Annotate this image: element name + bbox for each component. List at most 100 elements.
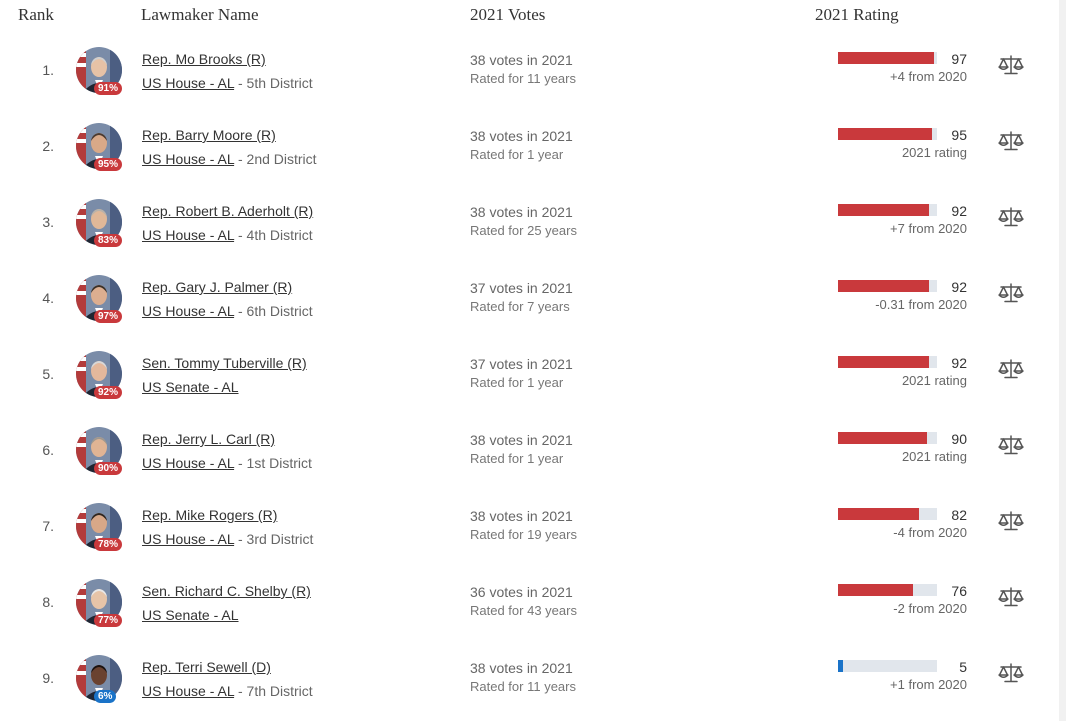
lawmaker-name-link[interactable]: Rep. Robert B. Aderholt (R) [142, 203, 314, 219]
rating-bar [838, 584, 937, 596]
lawmaker-name-link[interactable]: Rep. Terri Sewell (D) [142, 659, 271, 675]
rating-bar-fill [838, 432, 927, 444]
chamber-link[interactable]: US Senate - AL [142, 379, 239, 395]
score-badge: 92% [94, 386, 123, 399]
score-badge: 91% [94, 82, 123, 95]
chamber-link[interactable]: US House - AL [142, 75, 235, 91]
rating-score: 5 [959, 659, 967, 675]
district-text: - 2nd District [234, 151, 317, 167]
rating-bar [838, 660, 937, 672]
lawmaker-name-link[interactable]: Rep. Gary J. Palmer (R) [142, 279, 293, 295]
score-badge: 78% [94, 538, 123, 551]
rated-years: Rated for 25 years [470, 223, 577, 238]
chamber-link[interactable]: US House - AL [142, 303, 235, 319]
office-line: US House - AL - 1st District [142, 455, 312, 471]
rating-bar-fill [838, 356, 929, 368]
rating-change: +4 from 2020 [890, 69, 967, 84]
rating-score: 92 [951, 355, 967, 371]
compare-scale-icon[interactable] [998, 206, 1024, 228]
lawmaker-name-link[interactable]: Rep. Barry Moore (R) [142, 127, 276, 143]
rating-bar [838, 128, 937, 140]
score-badge: 97% [94, 310, 123, 323]
rating-score: 95 [951, 127, 967, 143]
chamber-link[interactable]: US House - AL [142, 531, 235, 547]
score-badge: 90% [94, 462, 123, 475]
district-text: - 7th District [234, 683, 313, 699]
chamber-link[interactable]: US House - AL [142, 227, 235, 243]
chamber-link[interactable]: US House - AL [142, 455, 235, 471]
lawmaker-name-link[interactable]: Rep. Mo Brooks (R) [142, 51, 266, 67]
rating-score: 92 [951, 203, 967, 219]
column-header-votes: 2021 Votes [470, 5, 546, 24]
rating-bar [838, 280, 937, 292]
rating-bar-fill [838, 584, 913, 596]
rank-number: 4. [42, 290, 54, 306]
compare-scale-icon[interactable] [998, 434, 1024, 456]
votes-count: 37 votes in 2021 [470, 280, 573, 296]
lawmaker-name-link[interactable]: Rep. Jerry L. Carl (R) [142, 431, 276, 447]
rating-score: 76 [951, 583, 967, 599]
rating-change: +7 from 2020 [890, 221, 967, 236]
office-line: US House - AL - 4th District [142, 227, 313, 243]
portrait-icon [76, 351, 122, 397]
compare-scale-icon[interactable] [998, 662, 1024, 684]
rating-bar-fill [838, 660, 843, 672]
office-line: US House - AL - 6th District [142, 303, 313, 319]
rating-change: -4 from 2020 [893, 525, 967, 540]
votes-count: 38 votes in 2021 [470, 660, 573, 676]
compare-scale-icon[interactable] [998, 586, 1024, 608]
rating-bar [838, 52, 937, 64]
column-header-name: Lawmaker Name [141, 5, 259, 24]
score-badge: 77% [94, 614, 123, 627]
score-badge: 95% [94, 158, 123, 171]
office-line: US House - AL - 7th District [142, 683, 313, 699]
score-badge: 6% [94, 690, 117, 703]
rank-number: 5. [42, 366, 54, 382]
votes-count: 36 votes in 2021 [470, 584, 573, 600]
rated-years: Rated for 1 year [470, 375, 564, 390]
rating-change: -0.31 from 2020 [875, 297, 967, 312]
column-header-rank: Rank [18, 5, 54, 24]
rated-years: Rated for 1 year [470, 147, 564, 162]
rating-bar [838, 432, 937, 444]
rating-change: +1 from 2020 [890, 677, 967, 692]
rating-change: 2021 rating [901, 145, 967, 160]
compare-scale-icon[interactable] [998, 54, 1024, 76]
votes-count: 37 votes in 2021 [470, 356, 573, 372]
rating-score: 97 [951, 51, 967, 67]
chamber-link[interactable]: US House - AL [142, 683, 235, 699]
rating-score: 82 [951, 507, 967, 523]
rating-bar-fill [838, 508, 919, 520]
office-line: US Senate - AL [142, 607, 239, 623]
district-text: - 6th District [234, 303, 313, 319]
rank-number: 1. [42, 62, 54, 78]
votes-count: 38 votes in 2021 [470, 128, 573, 144]
rank-number: 9. [42, 670, 54, 686]
votes-count: 38 votes in 2021 [470, 204, 573, 220]
lawmaker-name-link[interactable]: Sen. Tommy Tuberville (R) [142, 355, 307, 371]
avatar[interactable] [76, 351, 122, 397]
lawmaker-name-link[interactable]: Rep. Mike Rogers (R) [142, 507, 278, 523]
rated-years: Rated for 11 years [470, 679, 576, 694]
rating-bar-fill [838, 128, 932, 140]
rated-years: Rated for 7 years [470, 299, 570, 314]
chamber-link[interactable]: US Senate - AL [142, 607, 239, 623]
lawmaker-name-link[interactable]: Sen. Richard C. Shelby (R) [142, 583, 311, 599]
rating-bar [838, 508, 937, 520]
district-text: - 3rd District [234, 531, 314, 547]
compare-scale-icon[interactable] [998, 358, 1024, 380]
rated-years: Rated for 19 years [470, 527, 577, 542]
rank-number: 8. [42, 594, 54, 610]
district-text: - 4th District [234, 227, 313, 243]
office-line: US House - AL - 2nd District [142, 151, 317, 167]
column-header-rating: 2021 Rating [815, 5, 899, 24]
compare-scale-icon[interactable] [998, 130, 1024, 152]
rating-bar-fill [838, 280, 929, 292]
chamber-link[interactable]: US House - AL [142, 151, 235, 167]
compare-scale-icon[interactable] [998, 282, 1024, 304]
rating-bar-fill [838, 52, 934, 64]
votes-count: 38 votes in 2021 [470, 52, 573, 68]
compare-scale-icon[interactable] [998, 510, 1024, 532]
rated-years: Rated for 43 years [470, 603, 577, 618]
